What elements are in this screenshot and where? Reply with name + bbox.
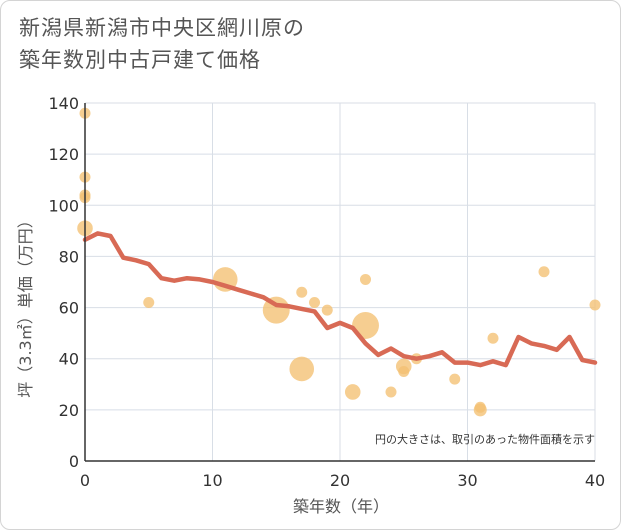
y-tick-label: 0 (69, 452, 79, 471)
data-bubble (589, 299, 601, 311)
data-bubble (487, 332, 499, 344)
x-tick-label: 10 (202, 471, 222, 490)
y-tick-label: 60 (59, 299, 79, 318)
grid-lines (85, 102, 596, 461)
axes (84, 103, 595, 462)
x-tick-label: 30 (457, 471, 477, 490)
y-tick-label: 140 (48, 94, 79, 113)
data-bubble (398, 366, 410, 377)
average-line-series (82, 231, 598, 368)
data-bubble (449, 373, 461, 385)
y-tick-label: 20 (59, 401, 79, 420)
data-bubble (344, 384, 361, 400)
x-tick-label: 40 (585, 471, 605, 490)
data-bubble (385, 386, 397, 398)
y-tick-label: 120 (48, 145, 79, 164)
data-bubble (321, 304, 333, 316)
x-tick-label: 20 (330, 471, 350, 490)
data-bubble (309, 296, 320, 308)
data-bubble (143, 296, 155, 308)
data-bubble (289, 356, 315, 382)
data-bubble (360, 273, 371, 285)
data-bubble (473, 403, 487, 417)
y-tick-label: 40 (59, 350, 79, 369)
bubble-size-note: 円の大きさは、取引のあった物件面積を示す (375, 432, 595, 446)
x-axis-label: 築年数（年） (293, 497, 389, 516)
chart-title-line-1: 新潟県新潟市中央区網川原の (19, 16, 305, 40)
y-tick-label: 100 (48, 196, 79, 215)
y-tick-label: 80 (59, 247, 79, 266)
chart-title-line-2: 築年数別中古戸建て価格 (19, 48, 261, 72)
y-axis-label: 坪（3.3㎡）単価（万円） (16, 212, 35, 397)
x-tick-label: 0 (80, 471, 90, 490)
chart-title: 新潟県新潟市中央区網川原の 築年数別中古戸建て価格 (19, 12, 305, 76)
y-tick-labels: 0 20 40 60 80 100 120 140 (48, 94, 79, 471)
x-tick-labels: 0 10 20 30 40 (80, 471, 605, 490)
data-bubble (296, 286, 308, 298)
average-price-line (82, 231, 598, 368)
data-bubble (538, 266, 550, 278)
